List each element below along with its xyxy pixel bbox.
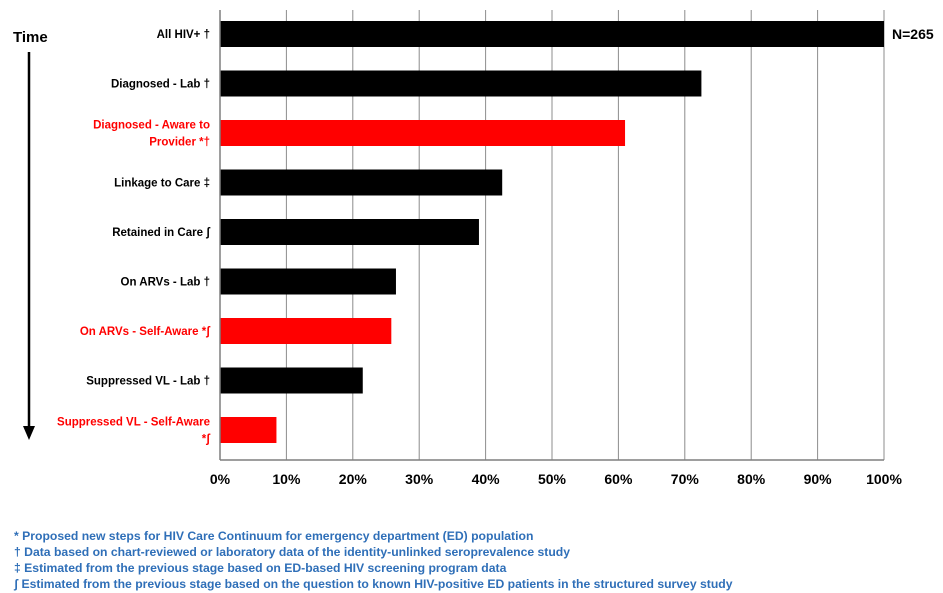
bar	[220, 70, 702, 97]
category-label: On ARVs - Lab †	[121, 277, 210, 289]
category-label: On ARVs - Self-Aware *ʃ	[80, 326, 211, 338]
category-label: Retained in Care ʃ	[112, 227, 211, 239]
footnote-proposed: * Proposed new steps for HIV Care Contin…	[14, 529, 534, 543]
time-arrow-head	[23, 426, 35, 440]
x-tick-label: 60%	[604, 471, 633, 487]
bar	[220, 120, 626, 146]
footnote-screening: ‡ Estimated from the previous stage base…	[14, 561, 507, 575]
category-label: All HIV+ †	[157, 29, 210, 41]
x-tick-labels: 0% 10% 20% 30% 40% 50% 60% 70% 80% 90% 100%	[210, 471, 903, 487]
x-tick-label: 0%	[210, 471, 231, 487]
category-label: *ʃ	[202, 434, 211, 446]
bar	[220, 268, 396, 295]
bar	[220, 21, 884, 47]
category-label: Linkage to Care ‡	[114, 178, 210, 190]
x-tick-label: 80%	[737, 471, 766, 487]
bar	[220, 417, 277, 443]
x-tick-label: 100%	[866, 471, 902, 487]
x-tick-label: 10%	[272, 471, 301, 487]
time-arrow	[23, 52, 35, 440]
bar	[220, 318, 392, 344]
time-label: Time	[13, 29, 48, 46]
category-label: Diagnosed - Aware to	[93, 120, 210, 132]
category-label: Provider *†	[149, 137, 210, 149]
n-annotation: N=265	[892, 26, 934, 42]
category-label: Diagnosed - Lab †	[111, 79, 210, 91]
footnote-survey: ʃ Estimated from the previous stage base…	[14, 577, 733, 591]
category-label: Suppressed VL - Self-Aware	[57, 417, 210, 429]
bar	[220, 367, 363, 394]
bars	[220, 21, 884, 443]
x-tick-label: 20%	[339, 471, 368, 487]
footnote-chart-reviewed: † Data based on chart-reviewed or labora…	[14, 545, 571, 559]
category-labels: All HIV+ † Diagnosed - Lab † Diagnosed - A…	[57, 29, 211, 446]
footnotes: * Proposed new steps for HIV Care Contin…	[14, 528, 934, 592]
bar	[220, 169, 503, 196]
x-tick-label: 70%	[671, 471, 700, 487]
x-tick-label: 50%	[538, 471, 567, 487]
bar	[220, 219, 479, 245]
x-tick-label: 40%	[472, 471, 501, 487]
category-label: Suppressed VL - Lab †	[86, 376, 210, 388]
x-tick-label: 90%	[804, 471, 833, 487]
hiv-care-continuum-chart: All HIV+ † Diagnosed - Lab † Diagnosed - A…	[13, 10, 934, 487]
x-tick-label: 30%	[405, 471, 434, 487]
